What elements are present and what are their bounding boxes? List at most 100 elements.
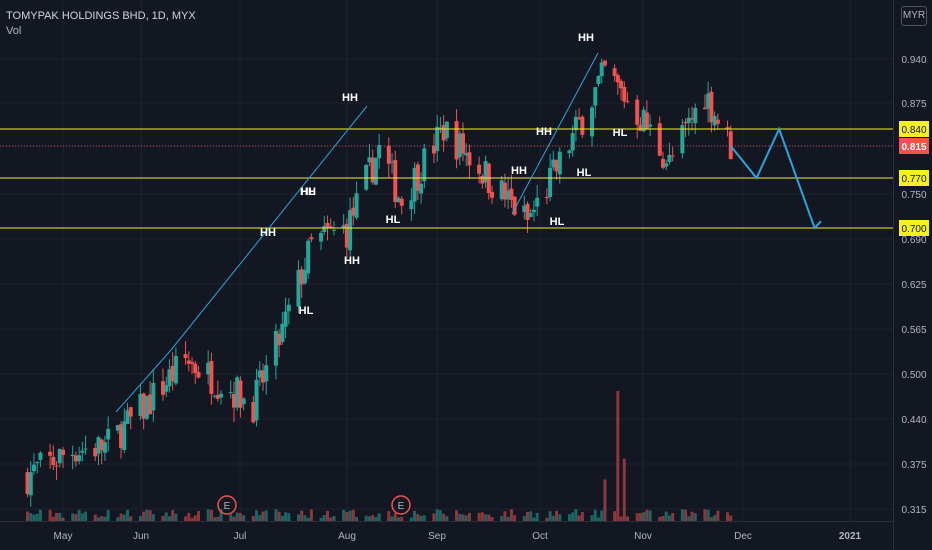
volume-bar [277,511,281,521]
volume-bar [709,517,713,521]
time-tick: Jun [133,531,149,542]
price-tick: 0.690 [901,235,926,246]
candle-body [396,197,401,203]
candle-body [283,311,288,327]
candle-body [122,421,127,451]
earnings-marker-label: E [224,501,231,512]
volume-bar [106,509,110,521]
volume-bar [590,515,594,521]
volume-bar [622,458,626,521]
volume-bar [509,509,513,521]
candle-body [228,391,233,393]
volume-bar [445,516,449,521]
time-tick: May [54,531,73,542]
volume-bar [500,516,504,521]
time-axis[interactable]: May Jun Jul Aug Sep Oct Nov Dec 2021 [54,531,862,542]
candle-body [638,124,643,131]
swing-label: HL [613,127,628,139]
volume-bar [74,514,78,521]
trend-line [511,52,599,215]
candle-body [390,161,395,163]
volume-bar [455,510,459,521]
candle-body [193,363,198,374]
volume-bar [480,512,484,521]
currency-button[interactable]: MYR [901,6,927,26]
earnings-marker-label: E [398,501,405,512]
candle-body [273,330,278,366]
candle-body [593,87,598,106]
candle-body [35,461,40,464]
time-tick: Sep [428,531,446,542]
volume-bar [648,510,652,521]
candle-body [161,381,165,395]
volume-bar [684,509,688,521]
candle-body [667,154,672,163]
candle-body [635,99,640,125]
price-tick: 0.565 [901,325,926,336]
candle-body [28,472,33,496]
volume-bar [377,513,381,521]
volume-bar [548,511,552,521]
volume-bar [187,512,191,521]
candle-body [328,226,333,228]
candle-body [38,452,43,460]
volume-bar [119,513,123,521]
volume-bar [309,509,313,521]
candle-body [509,188,514,200]
volume-bar [264,510,268,521]
volume-bar [261,511,265,521]
candle-body [251,402,256,423]
candle-body [641,109,646,132]
candle-body [190,362,195,364]
time-tick: Oct [532,531,548,542]
candle-body [106,428,111,440]
candle-body [325,222,330,229]
candle-body [522,205,527,213]
volume-bar [693,512,697,521]
volume-bar [545,517,549,521]
candle-body [102,442,107,453]
candle-body [186,360,191,364]
candle-body [535,197,540,207]
candle-body [264,365,269,382]
volume-bar [422,515,426,521]
candle-body [544,196,549,199]
volume-bar [435,509,439,521]
volume-bar [219,509,223,521]
candle-body [351,207,356,216]
volume-bar [103,516,107,521]
candle-body [612,68,617,76]
volume-bar [413,510,417,521]
volume-bar [567,514,571,521]
candle-body [209,361,214,394]
volume-bar [258,514,262,521]
swing-label: HL [550,216,565,228]
candle-body [483,161,488,183]
volume-bar [342,509,346,521]
candle-body [141,393,146,419]
price-axis[interactable]: 0.940 0.875 0.840 0.815 0.770 0.750 0.7000.690… [899,55,929,516]
candle-body [690,118,695,120]
volume-bar [242,515,246,521]
volume-bar [726,512,730,521]
volume-bar [364,515,368,521]
level-price-label: 0.770 [901,174,926,185]
candle-body [309,237,314,240]
candle-body [238,380,243,408]
volume-bar [77,509,81,521]
volume-bar [490,517,494,521]
volume-bar [174,513,178,521]
candle-body [119,424,124,449]
horizontal-levels [0,128,893,229]
candle-body [435,126,440,152]
volume-bar [61,517,65,521]
volume-bar [206,509,210,521]
candle-body [183,354,188,359]
volume-bar [35,513,39,521]
volume-bar [690,511,694,521]
candle-body [170,365,175,382]
volume-bar [419,515,423,521]
candle-body [419,183,424,194]
swing-label: HH [511,165,527,177]
